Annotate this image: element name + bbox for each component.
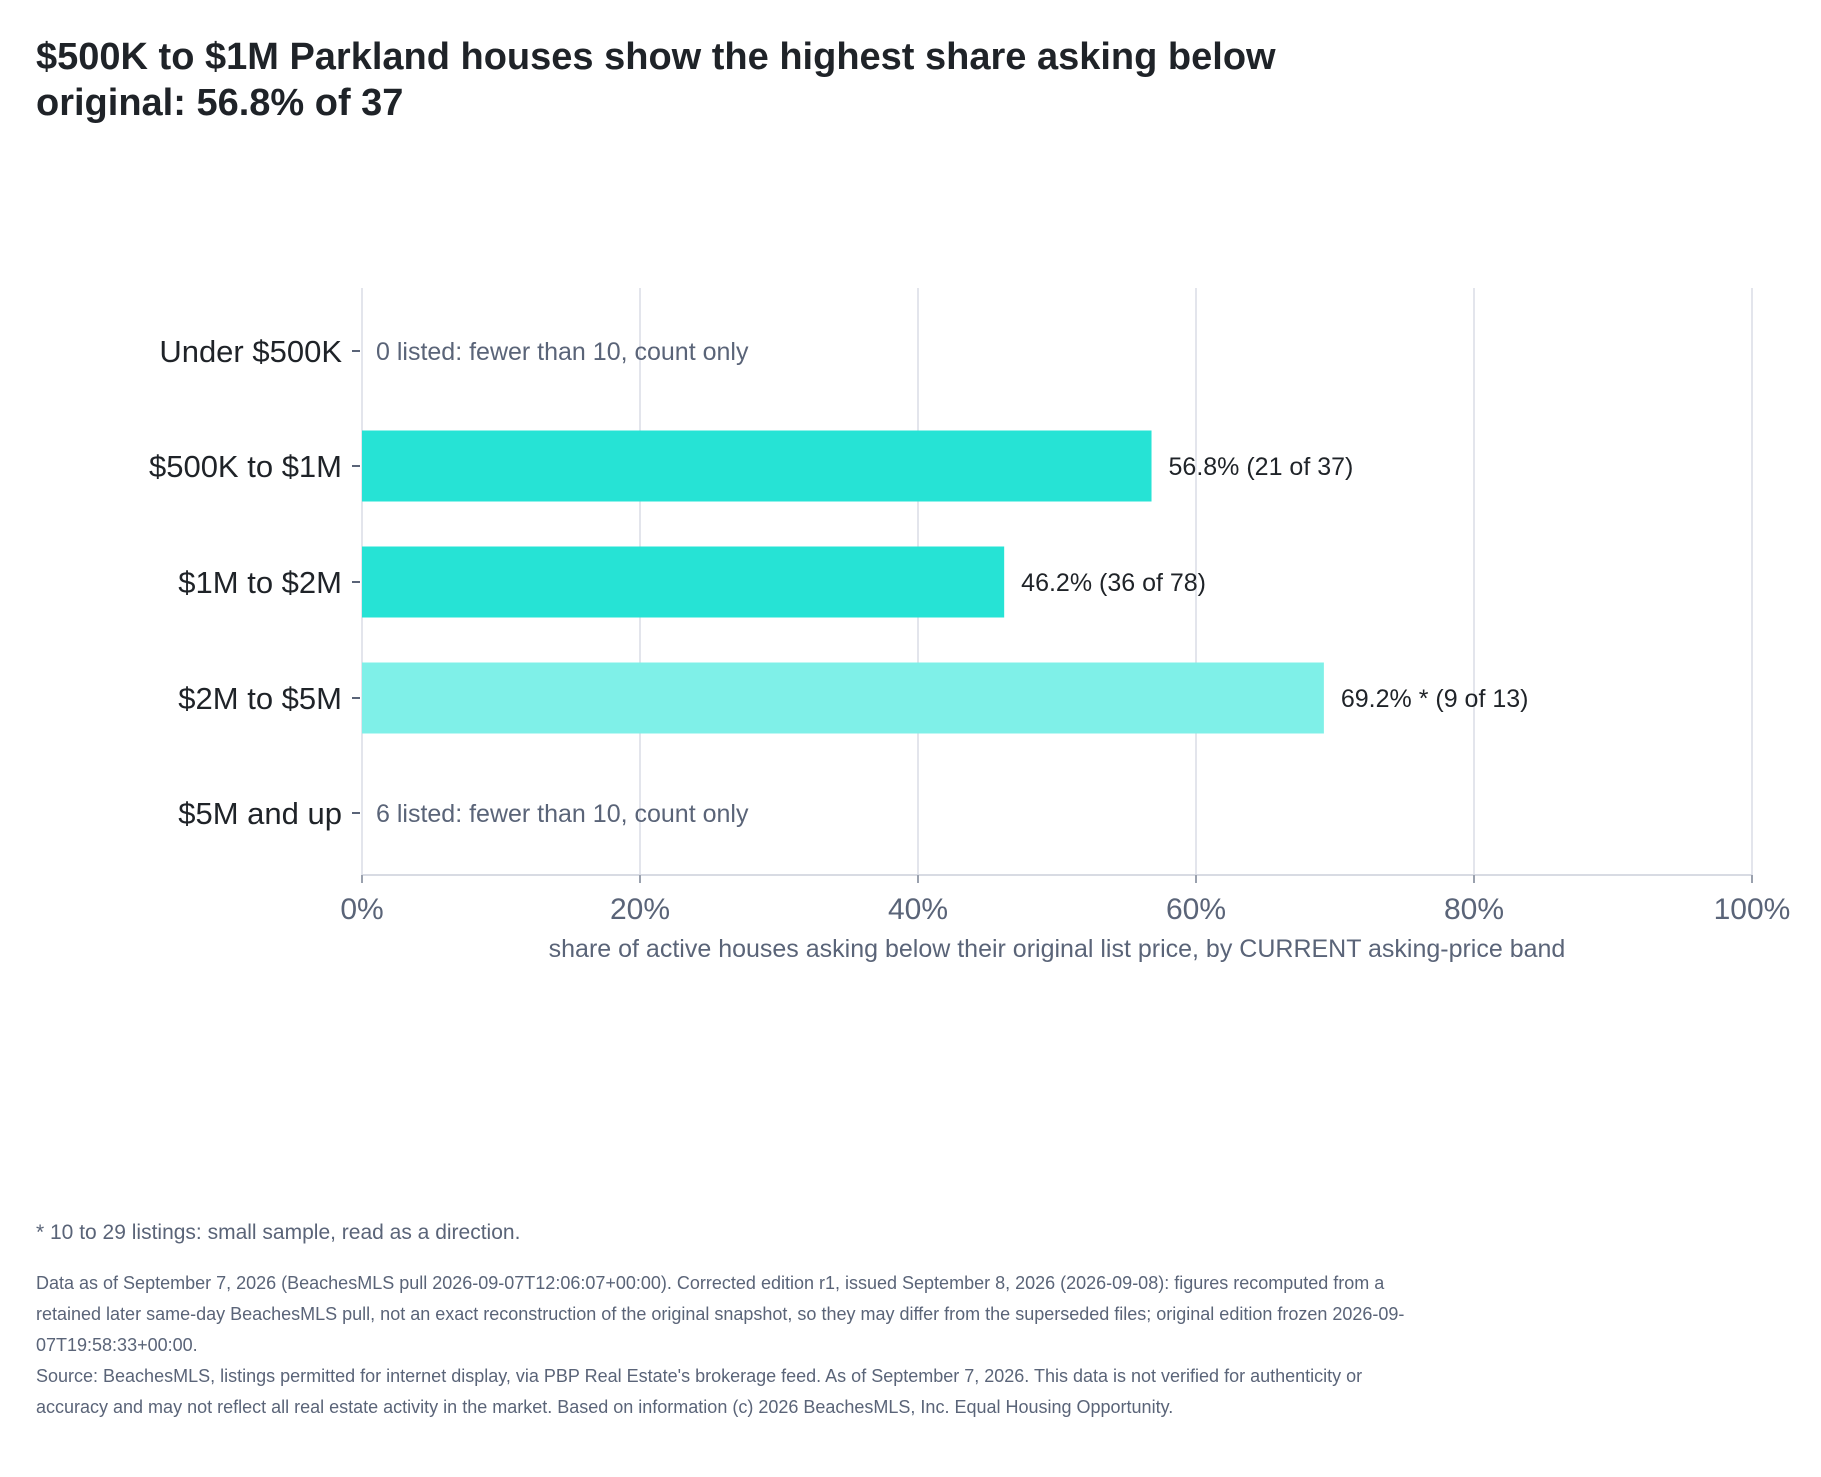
data-edition-note: Data as of September 7, 2026 (BeachesMLS… [36,1273,1405,1355]
small-sample-footnote: * 10 to 29 listings: small sample, read … [36,1221,521,1244]
bar-value-label: 46.2% (36 of 78) [1021,569,1206,597]
x-tick-label: 100% [1714,893,1791,926]
bar-value-label: 56.8% (21 of 37) [1169,453,1354,481]
chart-title: $500K to $1M Parkland houses show the hi… [36,36,1276,124]
bars [362,430,1324,734]
category-labels: Under $500K $500K to $1M $1M to $2M $2M to … [149,334,360,831]
data-labels: 0 listed: fewer than 10, count only 56.8%… [376,338,1529,828]
category-label: $2M to $5M [178,681,342,716]
count-only-label: 6 listed: fewer than 10, count only [376,800,749,828]
bar [362,430,1152,502]
count-only-label: 0 listed: fewer than 10, count only [376,338,749,366]
x-tick-label: 20% [610,893,670,926]
category-label: Under $500K [159,334,342,369]
category-label: $500K to $1M [149,449,342,484]
bar-chart: 0% 20% 40% 60% 80% 100% Under $500K $500K to $… [149,288,1790,963]
bar-value-label: 69.2% * (9 of 13) [1341,685,1529,713]
x-axis-label: share of active houses asking below thei… [549,935,1566,963]
category-label: $1M to $2M [178,565,342,600]
bar [362,662,1324,734]
x-tick-label: 60% [1166,893,1226,926]
x-tick-label: 0% [340,893,383,926]
source-notes: Data as of September 7, 2026 (BeachesMLS… [36,1268,1406,1423]
x-ticks: 0% 20% 40% 60% 80% 100% [340,875,1790,926]
source-note: Source: BeachesMLS, listings permitted f… [36,1366,1363,1417]
category-label: $5M and up [178,796,342,831]
bar [362,546,1005,618]
x-tick-label: 40% [888,893,948,926]
x-tick-label: 80% [1444,893,1504,926]
